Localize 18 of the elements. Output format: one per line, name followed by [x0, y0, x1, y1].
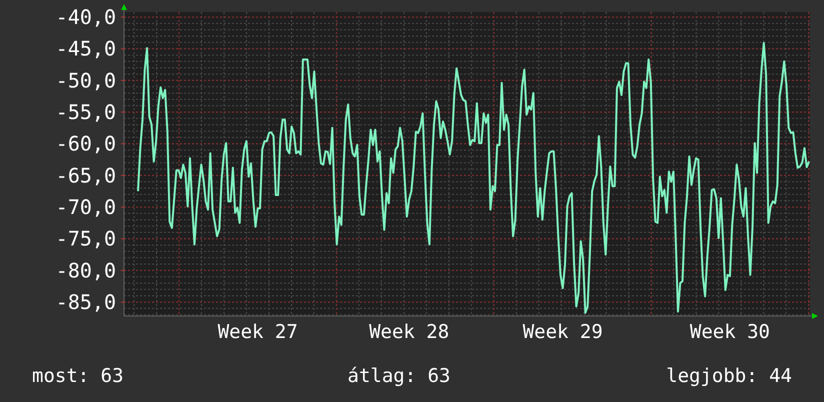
text: most: 63: [32, 365, 124, 387]
y-tick-label: -70,0: [56, 195, 116, 220]
y-tick-label: -45,0: [56, 36, 116, 61]
x-tick-label: Week 28: [369, 321, 450, 343]
y-tick-label: -65,0: [56, 163, 116, 188]
y-tick-label: -50,0: [56, 68, 116, 92]
y-tick-label: -80,0: [56, 258, 116, 282]
text: átlag: 63: [348, 365, 450, 387]
y-tick-label: -55,0: [56, 100, 116, 124]
y-tick-label: -85,0: [56, 290, 116, 314]
y-tick-label: -75,0: [56, 226, 116, 251]
x-tick-label: Week 30: [690, 321, 770, 343]
x-tick-label: Week 29: [522, 321, 603, 343]
text: legjobb: 44: [666, 365, 792, 387]
y-tick-label: -60,0: [56, 132, 116, 156]
y-tick-label: -40,0: [56, 5, 116, 30]
x-tick-label: Week 27: [218, 321, 298, 343]
line-series: [137, 42, 810, 314]
